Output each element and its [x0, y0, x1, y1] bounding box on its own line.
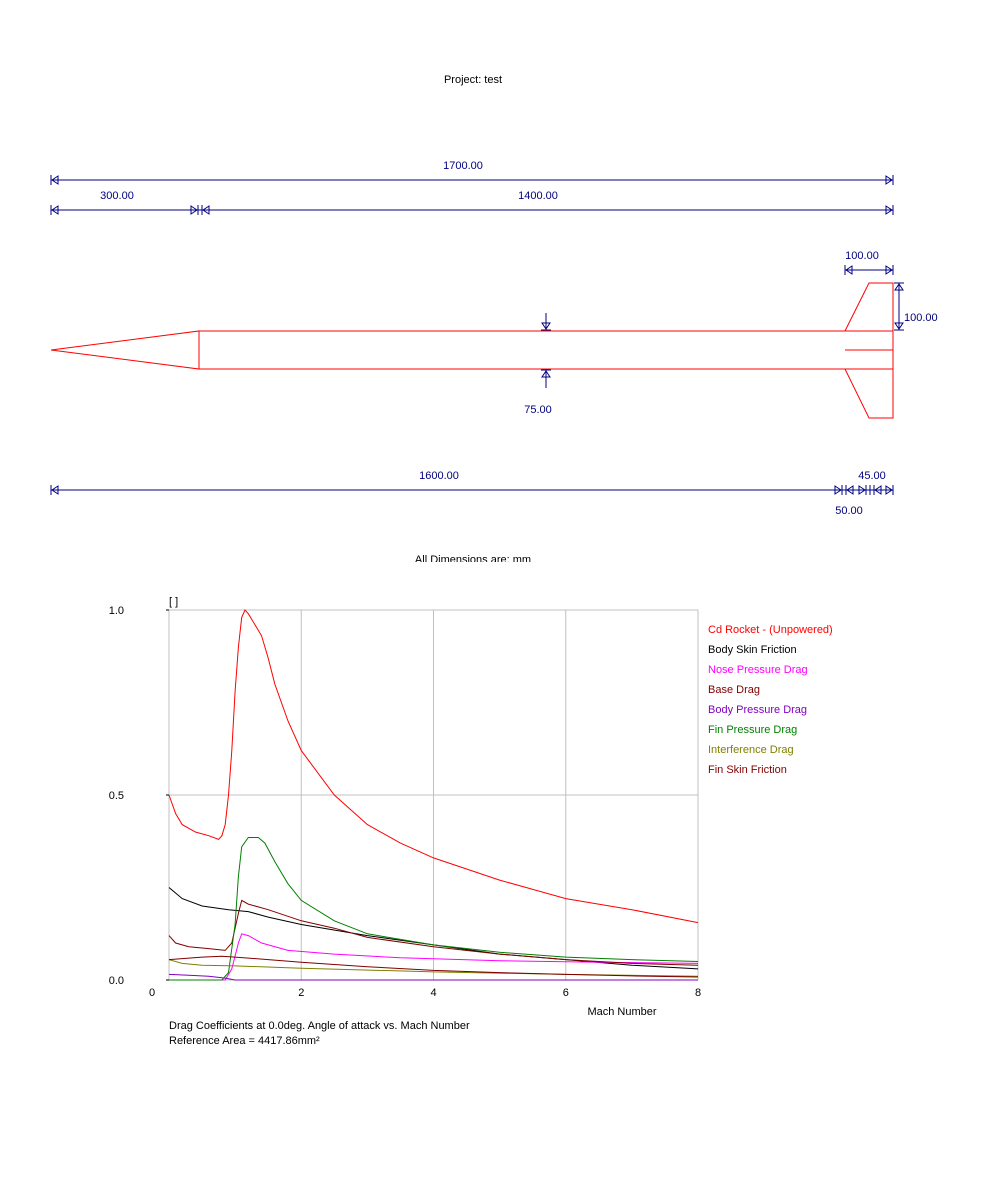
legend-item-4: Body Pressure Drag	[708, 704, 808, 716]
dim-fin-span: 100.00	[904, 312, 938, 324]
legend-item-1: Body Skin Friction	[708, 644, 797, 656]
dim-body-diameter: 75.00	[524, 404, 552, 416]
caption-line-1: Drag Coefficients at 0.0deg. Angle of at…	[169, 1020, 470, 1032]
series-line-0	[168, 609, 699, 924]
dim-fin-position: 1600.00	[419, 470, 459, 482]
x-tick-label: 6	[563, 987, 569, 999]
dimension-lines	[50, 175, 904, 495]
legend-item-2: Nose Pressure Drag	[708, 664, 808, 676]
units-note: All Dimensions are: mm	[414, 554, 532, 562]
fin-bottom	[844, 368, 894, 419]
caption-line-2: Reference Area = 4417.86mm²	[169, 1035, 320, 1047]
x-axis-label: Mach Number	[587, 1006, 656, 1018]
chart-series	[168, 609, 699, 981]
dim-fin-root-chord: 100.00	[845, 250, 879, 262]
chart-caption: Drag Coefficients at 0.0deg. Angle of at…	[169, 1019, 470, 1049]
dim-fin-sweep: 50.00	[835, 505, 863, 517]
legend-item-5: Fin Pressure Drag	[708, 724, 798, 736]
chart-legend: Cd Rocket - (Unpowered) Body Skin Frictio…	[708, 622, 833, 782]
legend-item-6: Interference Drag	[708, 744, 794, 756]
y-tick-label: 0.0	[109, 975, 124, 987]
series-line-2	[169, 933, 699, 981]
series-line-4	[168, 973, 698, 981]
x-tick-label: 8	[695, 987, 701, 999]
rocket-drawing: 1700.00 300.00 1400.00 100.00 100.00 75.…	[50, 160, 938, 517]
body-tube	[199, 330, 894, 370]
legend-item-3: Base Drag	[708, 684, 760, 696]
project-title: Project: test	[443, 74, 503, 86]
legend-item-7: Fin Skin Friction	[708, 764, 787, 776]
y-unit-label: [ ]	[169, 596, 178, 608]
dim-body-length: 1400.00	[518, 190, 558, 202]
chart-tick-labels: 0 2 4 6 8 0.0 0.5 1.0	[109, 605, 701, 999]
series-line-7	[168, 955, 699, 978]
x-tick-label: 0	[149, 987, 155, 999]
nose-cone	[50, 330, 200, 370]
dim-fin-tip-chord: 45.00	[858, 470, 886, 482]
dim-nose-length: 300.00	[100, 190, 134, 202]
y-tick-label: 1.0	[109, 605, 124, 617]
rocket-outline	[50, 282, 894, 419]
drag-chart: 0 2 4 6 8 0.0 0.5 1.0 [ ] Mach Number	[109, 596, 701, 1018]
fin-top	[844, 282, 894, 332]
series-line-5	[169, 837, 699, 981]
x-tick-label: 2	[298, 987, 304, 999]
chart-grid	[169, 609, 699, 980]
x-tick-label: 4	[430, 987, 436, 999]
dim-overall-length: 1700.00	[443, 160, 483, 172]
y-tick-label: 0.5	[109, 790, 124, 802]
series-line-3	[168, 899, 699, 966]
legend-item-0: Cd Rocket - (Unpowered)	[708, 624, 833, 636]
